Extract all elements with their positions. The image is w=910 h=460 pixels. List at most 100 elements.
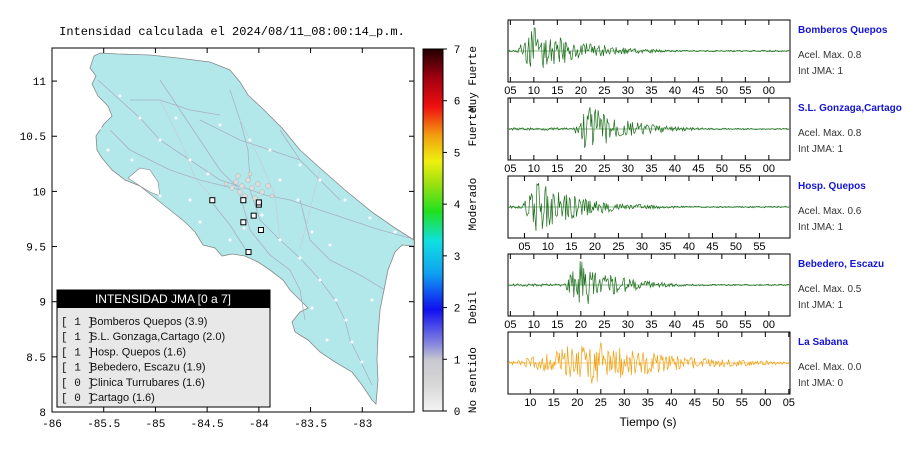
- station-acel-max: Acel. Max. 0.8: [798, 128, 862, 139]
- legend-row-level: [ 1 ]: [61, 347, 94, 359]
- waveform-tick-label: 30: [622, 319, 634, 331]
- intensity-map: Intensidad calculada el 2024/08/11_08:00…: [20, 25, 415, 431]
- legend-row-level: [ 0 ]: [61, 393, 94, 405]
- colorbar-tick-label: 0: [454, 407, 461, 419]
- map-y-axis: 8 8.5 9 9.5 10 10.5 11: [20, 77, 414, 420]
- map-x-tick-label: -83.5: [294, 419, 327, 431]
- map-x-tick-label: -83: [352, 419, 372, 431]
- station-name: S.L. Gonzaga,Cartago: [798, 103, 902, 114]
- waveform-tick-label: 30: [618, 397, 630, 409]
- station-name: Bebedero, Escazu: [798, 259, 884, 270]
- colorbar-tick-label: 4: [454, 200, 461, 212]
- waveform-tick-label: 25: [598, 163, 610, 175]
- station-acel-max: Acel. Max. 0.6: [798, 206, 862, 217]
- waveform-tick-label: 40: [669, 163, 681, 175]
- waveform-trace: [508, 182, 790, 231]
- town-dots: [98, 94, 397, 364]
- colorbar-tick-label: 5: [454, 148, 461, 160]
- intensity-legend: INTENSIDAD JMA [0 a 7] [ 1 ]Bomberos Que…: [56, 289, 271, 408]
- waveform-tick-label: 55: [736, 397, 748, 409]
- legend-row-name: Hosp. Quepos (1.6): [90, 346, 186, 358]
- time-axis-title: Tiempo (s): [620, 415, 677, 429]
- waveform-panels: 05 10 15 20 25 30 35 40 45 50 55 00 Bomberos Quepos A…: [504, 19, 902, 409]
- station-int-jma: Int JMA: 1: [798, 144, 843, 155]
- station-acel-max: Acel. Max. 0.8: [798, 50, 862, 61]
- waveform-tick-label: 00: [759, 397, 771, 409]
- waveform-tick-label: 05: [504, 319, 516, 331]
- map-y-tick-label: 9.5: [26, 243, 46, 255]
- station-marker: [240, 219, 247, 226]
- waveform-tick-label: 15: [565, 241, 577, 253]
- map-y-tick-label: 9: [39, 298, 46, 310]
- waveform-panel: 05 10 15 20 25 30 35 40 45 50 55 00 Bomberos Quepos A…: [504, 19, 888, 97]
- waveform-tick-label: 15: [551, 85, 563, 97]
- map-x-axis: -86 -85.5 -85 -84.5 -84 -83.5 -83: [42, 48, 372, 431]
- waveform-tick-label: 55: [739, 163, 751, 175]
- station-acel-max: Acel. Max. 0.5: [798, 284, 862, 295]
- waveform-tick-label: 05: [783, 397, 795, 409]
- waveform-tick-label: 40: [669, 319, 681, 331]
- map-y-tick-label: 10: [33, 187, 46, 199]
- legend-row-name: Cartago (1.6): [90, 392, 155, 404]
- station-name: Hosp. Quepos: [798, 181, 866, 192]
- waveform-tick-label: 20: [589, 241, 601, 253]
- station-marker: [245, 249, 252, 256]
- waveform-tick-label: 05: [504, 163, 516, 175]
- legend-row-level: [ 1 ]: [61, 317, 94, 329]
- waveform-tick-label: 10: [528, 85, 540, 97]
- waveform-panel: 05 10 15 20 25 30 35 40 45 50 55 00 S.L. Gonzaga,Car…: [504, 97, 902, 175]
- costa-rica-land: [89, 52, 414, 405]
- legend-row-name: Clinica Turrubares (1.6): [90, 377, 205, 389]
- map-y-tick-label: 10.5: [20, 132, 46, 144]
- waveform-tick-label: 30: [622, 85, 634, 97]
- waveform-tick-label: 00: [763, 85, 775, 97]
- map-x-tick-label: -85.5: [87, 419, 120, 431]
- intensity-colorbar: 0 1 2 3 4 5 6 7 No sentido Debil Moderado FuerteMu…: [422, 45, 480, 419]
- waveform-tick-label: 00: [763, 163, 775, 175]
- station-marker: [240, 197, 247, 204]
- waveform-tick-label: 35: [642, 397, 654, 409]
- station-int-jma: Int JMA: 1: [798, 300, 843, 311]
- waveform-trace: [508, 342, 790, 384]
- colorbar-level-label: No sentido: [468, 347, 480, 413]
- legend-box: [56, 289, 271, 408]
- waveform-tick-label: 35: [645, 85, 657, 97]
- map-y-tick-label: 8.5: [26, 353, 46, 365]
- waveform-tick-label: 30: [622, 163, 634, 175]
- station-marker: [250, 212, 257, 219]
- waveform-tick-label: 55: [753, 241, 765, 253]
- station-int-jma: Int JMA: 1: [798, 66, 843, 77]
- colorbar-level-label: Fuerte: [468, 107, 480, 147]
- waveform-tick-label: 35: [645, 319, 657, 331]
- waveform-tick-label: 20: [575, 85, 587, 97]
- waveform-tick-label: 20: [575, 319, 587, 331]
- station-name: La Sabana: [798, 337, 848, 348]
- legend-row-name: Bomberos Quepos (3.9): [90, 316, 207, 328]
- legend-row-level: [ 1 ]: [61, 332, 94, 344]
- legend-row-name: Bebedero, Escazu (1.9): [90, 362, 206, 374]
- map-x-tick-label: -86: [42, 419, 62, 431]
- map-x-tick-label: -85: [146, 419, 166, 431]
- legend-header: [57, 290, 270, 308]
- waveform-tick-label: 15: [548, 397, 560, 409]
- waveform-tick-label: 05: [504, 85, 516, 97]
- map-y-tick-label: 8: [39, 408, 46, 420]
- station-acel-max: Acel. Max. 0.0: [798, 362, 862, 373]
- waveform-tick-label: 40: [665, 397, 677, 409]
- waveform-tick-label: 50: [716, 319, 728, 331]
- map-x-tick-label: -84.5: [191, 419, 224, 431]
- colorbar-gradient: [422, 48, 444, 412]
- waveform-tick-label: 50: [712, 397, 724, 409]
- waveform-tick-label: 30: [636, 241, 648, 253]
- waveform-tick-label: 10: [524, 397, 536, 409]
- colorbar-tick-label: 6: [454, 97, 461, 109]
- colorbar-tick-label: 7: [454, 45, 461, 57]
- waveform-tick-label: 35: [645, 163, 657, 175]
- station-marker: [257, 227, 264, 233]
- waveform-trace: [508, 261, 789, 305]
- station-markers: [209, 197, 264, 256]
- waveform-tick-label: 45: [692, 163, 704, 175]
- colorbar-tick-label: 2: [454, 304, 461, 316]
- waveform-tick-label: 40: [683, 241, 695, 253]
